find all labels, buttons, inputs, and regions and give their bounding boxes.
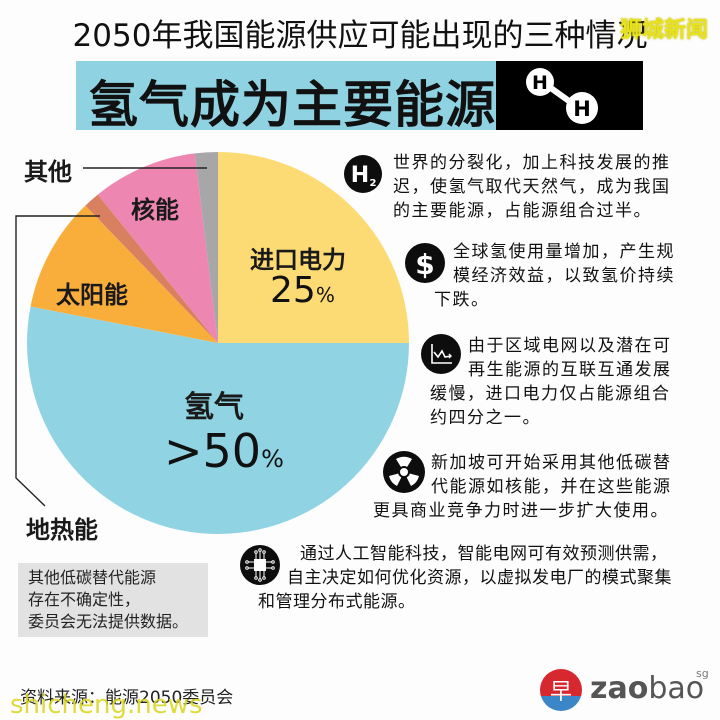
callout-ai-text: 通过人工智能科技，智能电网可有效预测供需， (300, 544, 668, 564)
hydrogen-molecule-icon: H H (526, 68, 598, 124)
circuit-chip-icon (240, 545, 280, 585)
pie-slice-1 (26, 306, 409, 535)
zaobao-sg-mark: sg (696, 667, 709, 680)
watermark-top: 狮城新闻 (619, 18, 708, 43)
banner-black-panel: H H (496, 61, 643, 130)
label-nuclear: 核能 (131, 196, 179, 224)
radiation-icon (383, 451, 425, 493)
label-hydrogen: 氢气 (184, 390, 244, 425)
note-box: 其他低碳替代能源 存在不确定性， 委员会无法提供数据。 (18, 563, 208, 637)
banner-blue-panel: 氢气成为主要能源 (76, 61, 496, 134)
svg-text:H: H (532, 72, 548, 94)
svg-text:$: $ (415, 248, 434, 281)
callout-nuclear-text: 新加坡可开始采用其他低碳替 代能源如核能，并在这些能源 (431, 453, 672, 497)
scenario-banner: 氢气成为主要能源 H H (76, 61, 643, 134)
declining-chart-icon (421, 334, 461, 374)
pie-slices (26, 152, 409, 535)
watermark-bottom: shicheng.news (10, 690, 203, 720)
callout-price-text: 全球氢使用量增加，产生规 模经济效益，以致氢价持续 (453, 242, 675, 286)
svg-text:早: 早 (550, 680, 572, 705)
pie-slice-5 (194, 152, 218, 343)
page-title: 2050年我国能源供应可能出现的三种情况 (72, 18, 648, 54)
imports-percent: 25% (270, 270, 335, 311)
svg-text:H: H (351, 163, 369, 188)
zaobao-logo[interactable]: 早 zaobao sg (540, 665, 720, 715)
callout-grid-text: 由于区域电网以及潜在可 再生能源的互联互通发展 (468, 336, 672, 380)
label-other: 其他 (24, 158, 72, 186)
label-imports: 进口电力 (250, 246, 346, 274)
hydrogen-percent: >50% (164, 424, 284, 478)
callout-hydrogen-text: 世界的分裂化，加上科技发展的推 迟，使氢气取代天然气，成为我国 的主要能源，占能… (393, 153, 671, 221)
banner-title: 氢气成为主要能源 (88, 76, 496, 134)
pie-slice-4 (97, 153, 218, 343)
svg-text:H: H (573, 97, 591, 121)
geothermal-leader-line (15, 215, 100, 507)
callout-ai-text-3: 和管理分布式能源。 (258, 592, 416, 612)
callout-ai-text-2: 自主决定如何优化资源，以虚拟发电厂的模式聚集 (287, 568, 672, 588)
svg-text:2: 2 (370, 178, 377, 189)
callout-grid-text-tail: 缓慢，进口电力仅占能源组合 约四分之一。 (430, 384, 671, 428)
pie-slice-0 (218, 152, 409, 343)
callout-price-text-tail: 下跌。 (434, 290, 490, 310)
label-geothermal: 地热能 (26, 516, 98, 544)
zaobao-wordmark: zaobao (590, 671, 705, 706)
source-credit: 资料来源：能源2050委员会 (20, 688, 234, 708)
callout-nuclear-text-tail: 更具商业竞争力时进一步扩大使用。 (373, 501, 669, 521)
pie-slice-3 (85, 194, 218, 343)
h2-icon: H 2 (344, 155, 382, 193)
pie-slice-2 (30, 205, 218, 343)
zaobao-logo-icon: 早 (540, 669, 582, 711)
label-solar: 太阳能 (56, 281, 128, 309)
dollar-icon: $ (405, 243, 445, 283)
